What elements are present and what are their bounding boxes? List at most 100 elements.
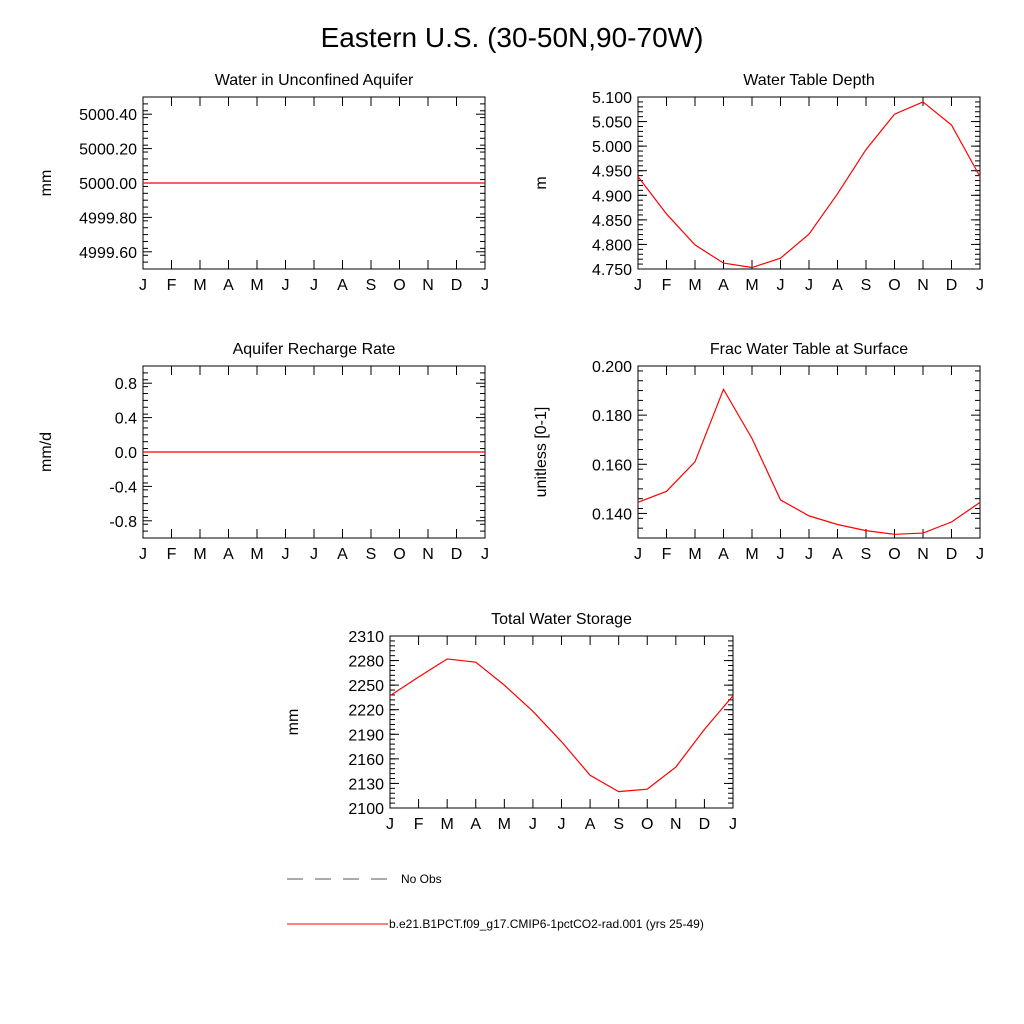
chart-title: Water Table Depth xyxy=(743,72,875,89)
x-tick-label: J xyxy=(634,546,642,563)
y-tick-label: 0.140 xyxy=(592,506,632,523)
y-tick-label: 0.0 xyxy=(115,445,137,462)
page-title: Eastern U.S. (30-50N,90-70W) xyxy=(320,22,704,53)
y-tick-label: -0.4 xyxy=(109,479,137,496)
x-tick-label: M xyxy=(498,816,511,833)
x-tick-label: S xyxy=(613,816,624,833)
x-tick-label: J xyxy=(976,546,984,563)
x-tick-label: M xyxy=(745,277,758,294)
y-tick-label: 2220 xyxy=(348,703,384,720)
y-tick-label: 0.200 xyxy=(592,359,632,376)
y-axis-label: mm xyxy=(285,709,302,736)
x-tick-label: A xyxy=(223,277,234,294)
x-tick-label: O xyxy=(393,546,405,563)
x-tick-label: J xyxy=(634,277,642,294)
x-tick-label: A xyxy=(832,277,843,294)
y-tick-label: 4999.80 xyxy=(79,210,137,227)
x-tick-label: J xyxy=(282,546,290,563)
x-tick-label: S xyxy=(861,277,872,294)
y-tick-label: 4999.60 xyxy=(79,245,137,262)
x-tick-label: J xyxy=(529,816,537,833)
y-tick-label: 5000.40 xyxy=(79,107,137,124)
y-tick-label: 0.180 xyxy=(592,408,632,425)
x-tick-label: M xyxy=(688,277,701,294)
x-tick-label: J xyxy=(139,277,147,294)
y-tick-label: 0.4 xyxy=(115,411,137,428)
series-line xyxy=(389,658,734,793)
x-tick-label: D xyxy=(451,277,463,294)
y-tick-label: 0.8 xyxy=(115,376,137,393)
x-tick-label: M xyxy=(688,546,701,563)
x-tick-label: J xyxy=(558,816,566,833)
x-tick-label: J xyxy=(805,546,813,563)
x-tick-label: M xyxy=(441,816,454,833)
chart-title: Water in Unconfined Aquifer xyxy=(215,72,414,89)
series-line xyxy=(637,387,981,535)
x-tick-label: S xyxy=(366,277,377,294)
y-tick-label: -0.8 xyxy=(109,514,137,531)
y-tick-label: 0.160 xyxy=(592,457,632,474)
x-tick-label: N xyxy=(422,546,434,563)
x-tick-label: M xyxy=(250,546,263,563)
y-tick-label: 2310 xyxy=(348,629,384,646)
x-tick-label: J xyxy=(976,277,984,294)
x-tick-label: O xyxy=(888,546,900,563)
x-tick-label: A xyxy=(585,816,596,833)
x-tick-label: A xyxy=(718,546,729,563)
legend-model-label: b.e21.B1PCT.f09_g17.CMIP6-1pctCO2-rad.00… xyxy=(389,917,704,931)
y-axis-label: mm xyxy=(38,170,55,197)
x-tick-label: J xyxy=(805,277,813,294)
x-tick-label: D xyxy=(451,546,463,563)
x-tick-label: A xyxy=(337,546,348,563)
x-tick-label: M xyxy=(250,277,263,294)
chart-title: Aquifer Recharge Rate xyxy=(233,341,396,358)
x-tick-label: J xyxy=(729,816,737,833)
chart-title: Total Water Storage xyxy=(491,611,632,628)
x-tick-label: J xyxy=(481,546,489,563)
x-tick-label: S xyxy=(366,546,377,563)
x-tick-label: A xyxy=(470,816,481,833)
x-tick-label: S xyxy=(861,546,872,563)
x-tick-label: J xyxy=(282,277,290,294)
y-tick-label: 5000.00 xyxy=(79,176,137,193)
x-tick-label: M xyxy=(193,546,206,563)
y-tick-label: 2190 xyxy=(348,727,384,744)
x-tick-label: N xyxy=(422,277,434,294)
x-tick-label: F xyxy=(167,277,177,294)
x-tick-label: N xyxy=(917,546,929,563)
y-axis-label: m xyxy=(533,176,550,189)
x-tick-label: D xyxy=(699,816,711,833)
x-tick-label: F xyxy=(167,546,177,563)
x-tick-label: M xyxy=(193,277,206,294)
x-tick-label: D xyxy=(946,546,958,563)
x-tick-label: N xyxy=(670,816,682,833)
x-tick-label: D xyxy=(946,277,958,294)
y-tick-label: 4.950 xyxy=(592,164,632,181)
y-tick-label: 4.900 xyxy=(592,188,632,205)
y-tick-label: 5.000 xyxy=(592,139,632,156)
x-tick-label: F xyxy=(662,277,672,294)
y-tick-label: 2280 xyxy=(348,654,384,671)
chart-title: Frac Water Table at Surface xyxy=(710,341,908,358)
y-tick-label: 4.800 xyxy=(592,237,632,254)
x-tick-label: O xyxy=(393,277,405,294)
x-tick-label: J xyxy=(777,277,785,294)
x-tick-label: M xyxy=(745,546,758,563)
x-tick-label: J xyxy=(481,277,489,294)
y-tick-label: 5.100 xyxy=(592,90,632,107)
y-tick-label: 2130 xyxy=(348,776,384,793)
y-tick-label: 2250 xyxy=(348,678,384,695)
y-tick-label: 5000.20 xyxy=(79,142,137,159)
x-tick-label: N xyxy=(917,277,929,294)
y-tick-label: 2100 xyxy=(348,801,384,818)
x-tick-label: J xyxy=(310,277,318,294)
y-axis-label: mm/d xyxy=(38,432,55,472)
x-tick-label: A xyxy=(832,546,843,563)
y-axis-label: unitless [0-1] xyxy=(533,407,550,498)
